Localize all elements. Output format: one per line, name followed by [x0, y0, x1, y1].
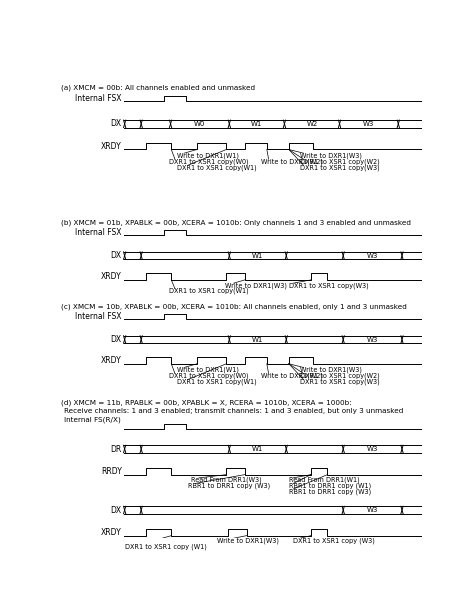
Text: Write to DXR1(W1): Write to DXR1(W1) — [177, 367, 239, 373]
Text: W3: W3 — [367, 253, 378, 259]
Text: Internal FSX: Internal FSX — [75, 94, 122, 103]
Text: DXR1 to XSR1 copy(W3): DXR1 to XSR1 copy(W3) — [300, 165, 380, 171]
Text: DXR1 to XSR1 copy(W1): DXR1 to XSR1 copy(W1) — [177, 379, 256, 385]
Text: Write to DXR1(W2): Write to DXR1(W2) — [261, 159, 323, 165]
Text: DXR1 to XSR1 copy(W0): DXR1 to XSR1 copy(W0) — [169, 373, 249, 379]
Text: RRDY: RRDY — [101, 467, 122, 476]
Text: DXR1 to XSR1 copy (W3): DXR1 to XSR1 copy (W3) — [292, 538, 374, 544]
Text: W0: W0 — [194, 121, 206, 127]
Text: W1: W1 — [252, 336, 264, 342]
Text: Write to DXR1(W2): Write to DXR1(W2) — [261, 373, 323, 379]
Text: Receive channels: 1 and 3 enabled; transmit channels: 1 and 3 enabled, but only : Receive channels: 1 and 3 enabled; trans… — [64, 408, 403, 414]
Text: Internal FS(R/X): Internal FS(R/X) — [64, 416, 120, 423]
Text: Write to DXR1(W3): Write to DXR1(W3) — [225, 282, 286, 289]
Text: XRDY: XRDY — [101, 356, 122, 365]
Text: W1: W1 — [252, 253, 264, 259]
Text: DX: DX — [110, 119, 122, 128]
Text: DX: DX — [110, 506, 122, 514]
Text: Write to DXR1(W3): Write to DXR1(W3) — [217, 538, 279, 544]
Text: XRDY: XRDY — [101, 272, 122, 281]
Text: W2: W2 — [306, 121, 318, 127]
Text: DXR1 to XSR1 copy(W0): DXR1 to XSR1 copy(W0) — [169, 159, 249, 165]
Text: XRDY: XRDY — [101, 142, 122, 151]
Text: DXR1 to XSR1 copy(W2): DXR1 to XSR1 copy(W2) — [300, 373, 380, 379]
Text: DXR1 to XSR1 copy(W1): DXR1 to XSR1 copy(W1) — [177, 165, 256, 171]
Text: XRDY: XRDY — [101, 528, 122, 537]
Text: Write to DXR1(W3): Write to DXR1(W3) — [300, 152, 362, 159]
Text: (a) XMCM = 00b: All channels enabled and unmasked: (a) XMCM = 00b: All channels enabled and… — [61, 84, 255, 91]
Text: Write to DXR1(W3): Write to DXR1(W3) — [300, 367, 362, 373]
Text: (d) XMCM = 11b, RPABLK = 00b, XPABLK = X, RCERA = 1010b, XCERA = 1000b:: (d) XMCM = 11b, RPABLK = 00b, XPABLK = X… — [61, 400, 352, 406]
Text: Read From DRR1(W3): Read From DRR1(W3) — [191, 477, 262, 483]
Text: DXR1 to XSR1 copy(W1): DXR1 to XSR1 copy(W1) — [169, 288, 249, 294]
Text: RBR1 to DRR1 copy (W3): RBR1 to DRR1 copy (W3) — [188, 483, 270, 489]
Text: W3: W3 — [367, 336, 378, 342]
Text: W1: W1 — [251, 121, 263, 127]
Text: Write to DXR1(W1): Write to DXR1(W1) — [177, 152, 239, 159]
Text: DX: DX — [110, 335, 122, 344]
Text: RBR1 to DRR1 copy (W1): RBR1 to DRR1 copy (W1) — [289, 483, 371, 489]
Text: DXR1 to XSR1 copy(W3): DXR1 to XSR1 copy(W3) — [289, 282, 368, 289]
Text: RBR1 to DRR1 copy (W3): RBR1 to DRR1 copy (W3) — [289, 488, 371, 495]
Text: (b) XMCM = 01b, XPABLK = 00b, XCERA = 1010b: Only channels 1 and 3 enabled and u: (b) XMCM = 01b, XPABLK = 00b, XCERA = 10… — [61, 220, 411, 226]
Text: W3: W3 — [363, 121, 374, 127]
Text: W3: W3 — [367, 507, 378, 513]
Text: W1: W1 — [252, 446, 264, 452]
Text: DXR1 to XSR1 copy (W1): DXR1 to XSR1 copy (W1) — [125, 543, 207, 550]
Text: DXR1 to XSR1 copy(W3): DXR1 to XSR1 copy(W3) — [300, 379, 380, 385]
Text: Internal FSX: Internal FSX — [75, 228, 122, 237]
Text: W3: W3 — [367, 446, 378, 452]
Text: (c) XMCM = 10b, XPABLK = 00b, XCERA = 1010b: All channels enabled, only 1 and 3 : (c) XMCM = 10b, XPABLK = 00b, XCERA = 10… — [61, 303, 407, 310]
Text: DR: DR — [110, 445, 122, 454]
Text: Read From DRR1(W1): Read From DRR1(W1) — [289, 477, 359, 483]
Text: Internal FSX: Internal FSX — [75, 312, 122, 321]
Text: DX: DX — [110, 251, 122, 260]
Text: DXR1 to XSR1 copy(W2): DXR1 to XSR1 copy(W2) — [300, 159, 380, 165]
